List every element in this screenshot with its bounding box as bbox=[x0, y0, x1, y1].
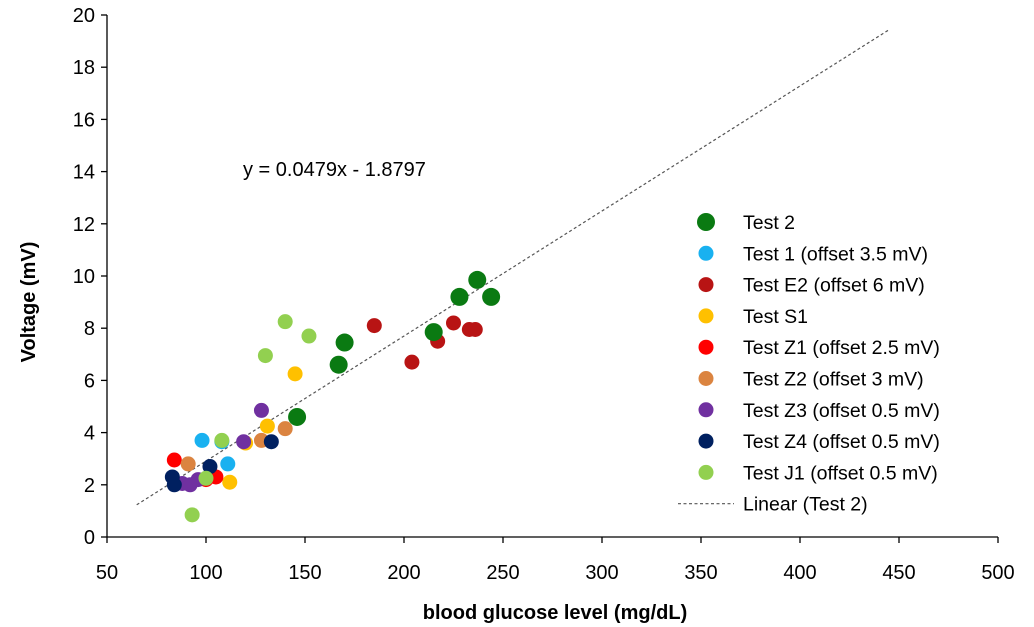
x-tick-label: 200 bbox=[387, 562, 420, 584]
legend-marker bbox=[698, 339, 714, 355]
data-point bbox=[198, 470, 214, 486]
legend-marker bbox=[698, 371, 714, 386]
legend-label: Test Z4 (offset 0.5 mV) bbox=[743, 431, 940, 453]
data-points bbox=[164, 270, 501, 523]
legend-marker bbox=[698, 308, 714, 324]
data-point bbox=[259, 418, 275, 434]
y-tick-label: 16 bbox=[73, 109, 95, 131]
data-point bbox=[263, 434, 279, 450]
data-point bbox=[277, 421, 293, 437]
data-point bbox=[404, 354, 420, 370]
regression-equation: y = 0.0479x - 1.8797 bbox=[243, 159, 426, 181]
data-point bbox=[329, 355, 348, 374]
legend-marker bbox=[698, 464, 714, 480]
x-tick-label: 350 bbox=[684, 562, 717, 584]
y-tick-label: 8 bbox=[84, 318, 95, 340]
data-point bbox=[180, 456, 196, 472]
x-tick-label: 300 bbox=[585, 562, 618, 584]
data-point bbox=[222, 474, 238, 490]
x-tick-label: 500 bbox=[981, 562, 1014, 584]
legend-label: Test Z3 (offset 0.5 mV) bbox=[743, 400, 940, 422]
legend-marker bbox=[698, 277, 714, 293]
data-point bbox=[277, 314, 293, 330]
x-axis-title: blood glucose level (mg/dL) bbox=[423, 602, 687, 624]
y-tick-label: 12 bbox=[73, 214, 95, 236]
data-point bbox=[214, 432, 230, 448]
legend-label: Test 1 (offset 3.5 mV) bbox=[743, 243, 928, 265]
data-point bbox=[424, 323, 443, 342]
data-point bbox=[257, 348, 273, 364]
legend-label: Test 2 bbox=[743, 212, 795, 234]
y-tick-label: 0 bbox=[84, 527, 95, 549]
data-point bbox=[301, 328, 317, 344]
y-tick-label: 10 bbox=[73, 266, 95, 288]
legend-label: Test Z2 (offset 3 mV) bbox=[743, 369, 924, 391]
data-point bbox=[467, 322, 483, 338]
y-tick-label: 14 bbox=[73, 162, 95, 184]
data-point bbox=[335, 333, 354, 352]
x-tick-label: 450 bbox=[882, 562, 915, 584]
y-axis-title: Voltage (mV) bbox=[18, 242, 40, 363]
legend-marker bbox=[698, 402, 714, 418]
legend-marker bbox=[697, 213, 715, 231]
legend-label: Test J1 (offset 0.5 mV) bbox=[743, 462, 938, 484]
legend-label: Test Z1 (offset 2.5 mV) bbox=[743, 337, 940, 359]
legend-label: Test S1 bbox=[743, 306, 808, 328]
x-tick-label: 50 bbox=[96, 562, 118, 584]
data-point bbox=[468, 270, 487, 289]
data-point bbox=[194, 432, 210, 448]
data-point bbox=[166, 477, 182, 493]
data-point bbox=[184, 507, 200, 523]
data-point bbox=[446, 315, 461, 331]
data-point bbox=[450, 287, 469, 306]
legend-marker bbox=[698, 433, 714, 449]
data-point bbox=[482, 287, 501, 306]
data-point bbox=[220, 456, 236, 472]
y-tick-label: 6 bbox=[84, 370, 95, 392]
data-point bbox=[253, 402, 269, 418]
y-tick-label: 20 bbox=[73, 5, 95, 27]
data-point bbox=[236, 434, 252, 450]
x-tick-label: 150 bbox=[288, 562, 321, 584]
y-tick-label: 4 bbox=[84, 423, 95, 445]
data-point bbox=[287, 366, 303, 382]
legend: Test 2 Test 1 (offset 3.5 mV) Test E2 (off… bbox=[678, 212, 940, 516]
y-tick-label: 18 bbox=[73, 57, 95, 79]
x-tick-label: 100 bbox=[189, 562, 222, 584]
x-tick-label: 250 bbox=[486, 562, 519, 584]
axes: 50 100 150 200 250 300 350 400 450 500 0 2 4 6 8 10 12 14… bbox=[73, 5, 1015, 584]
legend-marker bbox=[698, 245, 714, 261]
data-point bbox=[288, 407, 307, 426]
data-point bbox=[202, 459, 218, 475]
data-point bbox=[166, 452, 182, 468]
y-tick-label: 2 bbox=[84, 475, 95, 497]
legend-label: Linear (Test 2) bbox=[743, 494, 868, 516]
legend-label: Test E2 (offset 6 mV) bbox=[743, 275, 925, 297]
x-tick-label: 400 bbox=[783, 562, 816, 584]
data-point bbox=[366, 318, 382, 334]
